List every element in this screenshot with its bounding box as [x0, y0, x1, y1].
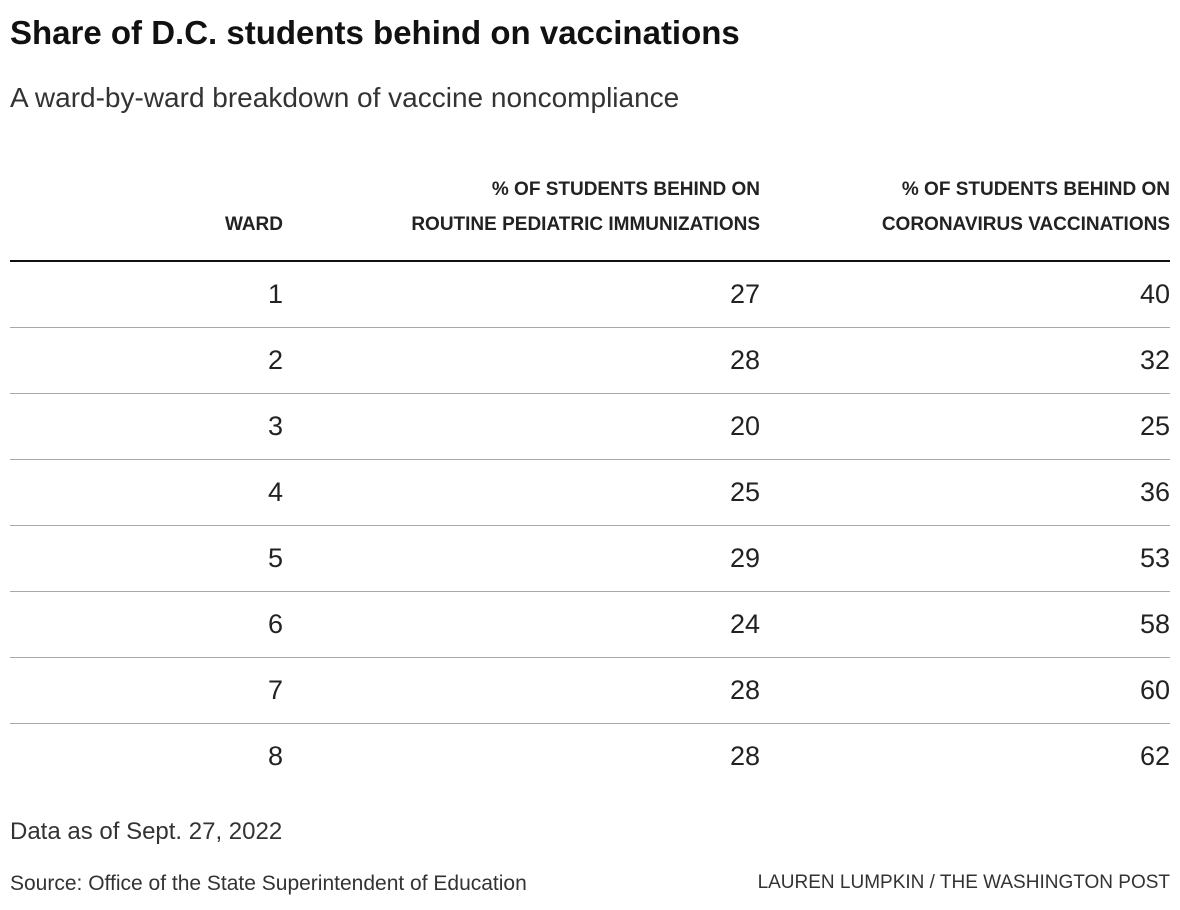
ward-cell: 6 — [10, 591, 283, 658]
value-cell: 25 — [760, 393, 1170, 460]
value-cell: 28 — [283, 657, 760, 724]
ward-cell: 4 — [10, 459, 283, 526]
value-cell: 29 — [283, 525, 760, 592]
header-line: CORONAVIRUS VACCINATIONS — [881, 214, 1170, 235]
ward-cell: 1 — [10, 261, 283, 328]
header-line: % OF STUDENTS BEHIND ON — [491, 179, 760, 200]
value-cell: 62 — [1139, 741, 1170, 771]
ward-cell: 3 — [10, 393, 283, 460]
column-header: % OF STUDENTS BEHIND ON ROUTINE PEDIATRIC… — [283, 172, 760, 262]
ward-cell: 5 — [10, 525, 283, 592]
column-header: % OF STUDENTS BEHIND ON CORONAVIRUS VACCI… — [760, 172, 1170, 262]
value-cell: 27 — [283, 261, 760, 328]
table-row: 3 20 25 — [10, 393, 1170, 460]
header-line: % OF STUDENTS BEHIND ON — [901, 179, 1170, 200]
table-row: 8 28 62 — [10, 724, 1170, 790]
title: Share of D.C. students behind on vaccina… — [10, 14, 740, 51]
table-row: 4 25 36 — [10, 459, 1170, 526]
header-row: WARD % OF STUDENTS BEHIND ON ROUTINE PEDIA… — [10, 172, 1170, 262]
table-row: 1 27 40 — [10, 261, 1170, 328]
column-header: WARD — [10, 172, 283, 262]
table-row: 5 29 53 — [10, 525, 1170, 592]
ward-cell: 2 — [10, 327, 283, 394]
value-cell: 20 — [283, 393, 760, 460]
value-cell: 58 — [760, 591, 1170, 658]
credit: LAUREN LUMPKIN / THE WASHINGTON POST — [757, 872, 1170, 893]
table-body: 1 27 40 2 28 32 3 20 25 4 25 36 5 29 53 6 24 58 7 28 60 8 28 62 — [10, 261, 1170, 789]
value-cell: 28 — [283, 327, 760, 394]
note: Data as of Sept. 27, 2022 — [10, 818, 283, 845]
value-cell: 53 — [760, 525, 1170, 592]
value-cell: 24 — [283, 591, 760, 658]
source: Source: Office of the State Superintende… — [10, 872, 527, 895]
data-table: WARD % OF STUDENTS BEHIND ON ROUTINE PEDIA… — [10, 172, 1170, 789]
value-cell: 28 — [729, 741, 760, 771]
value-cell: 36 — [760, 459, 1170, 526]
header-line: WARD — [224, 214, 283, 235]
value-cell: 32 — [760, 327, 1170, 394]
ward-cell: 8 — [267, 741, 283, 771]
subtitle: A ward-by-ward breakdown of vaccine nonc… — [10, 82, 680, 113]
header-line: ROUTINE PEDIATRIC IMMUNIZATIONS — [411, 214, 760, 235]
value-cell: 25 — [283, 459, 760, 526]
table-row: 2 28 32 — [10, 327, 1170, 394]
value-cell: 40 — [760, 261, 1170, 328]
table-row: 7 28 60 — [10, 657, 1170, 724]
value-cell: 60 — [760, 657, 1170, 724]
table-row: 6 24 58 — [10, 591, 1170, 658]
ward-cell: 7 — [10, 657, 283, 724]
